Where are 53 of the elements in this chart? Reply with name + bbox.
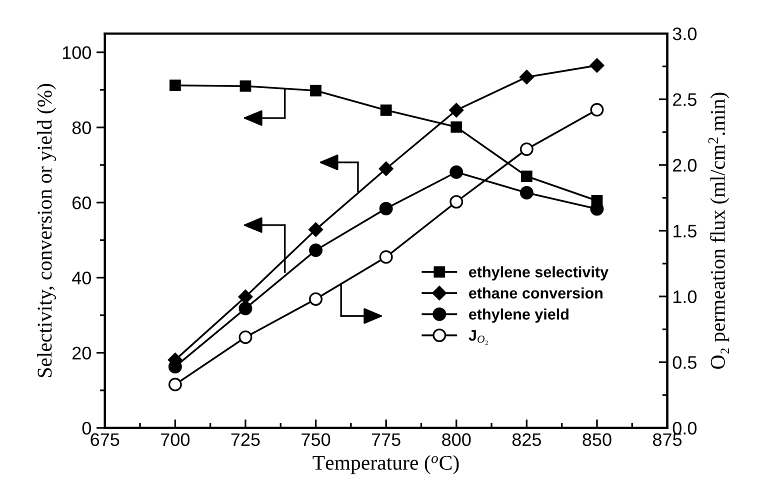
y2-tick-label: 1.5 — [674, 224, 696, 238]
legend-label: ethane conversion — [469, 287, 602, 299]
point — [309, 244, 323, 257]
point — [378, 162, 394, 176]
x-tick-label: 775 — [372, 433, 400, 446]
point — [238, 290, 253, 304]
legend-label: J$_{O₂}$ — [468, 330, 488, 345]
y-tick-label: 80 — [72, 121, 91, 134]
x-tick-label: 675 — [90, 433, 120, 446]
y2-tick-label: 3.0 — [672, 27, 697, 40]
y-axis-title: Selectivity, conversion or yield (%) — [37, 84, 56, 378]
y-tick-label: 60 — [72, 196, 91, 210]
y-tick-label: 100 — [62, 46, 91, 60]
y2-tick-label: 2.0 — [673, 158, 697, 172]
legend-label: ethylene yield — [469, 308, 568, 323]
point — [379, 250, 393, 264]
point — [238, 302, 252, 316]
point — [450, 195, 464, 209]
point — [450, 121, 462, 133]
point — [520, 170, 532, 182]
point — [308, 222, 323, 237]
y2-axis-title: O₂ permeation flux (ml/cm$^{2}$.min) — [708, 92, 730, 369]
x-tick-label: 725 — [231, 433, 260, 446]
y2-tick-label: 2.5 — [673, 93, 696, 106]
x-tick-label: 750 — [302, 433, 330, 446]
x-tick-label: 700 — [161, 433, 190, 446]
point — [379, 202, 393, 216]
point — [449, 102, 464, 118]
point — [590, 58, 604, 73]
point — [590, 103, 604, 117]
point — [309, 292, 323, 306]
y-tick-label: 20 — [72, 346, 91, 360]
point — [168, 378, 182, 392]
y-tick-label: 0 — [82, 422, 91, 435]
x-tick-label: 850 — [582, 433, 612, 446]
point — [380, 104, 392, 116]
x-tick-label: 800 — [442, 433, 471, 446]
point — [310, 84, 322, 96]
x-tick-label: 875 — [653, 433, 682, 446]
point — [238, 330, 252, 344]
point — [520, 186, 534, 200]
y2-tick-label: 1.0 — [674, 290, 697, 304]
x-tick-label: 825 — [512, 433, 541, 446]
legend-label: ethylene selectivity — [469, 266, 608, 280]
point — [519, 70, 534, 84]
x-axis-title: Temperature ($^{o}$C) — [312, 455, 459, 474]
point — [520, 142, 534, 156]
y2-tick-label: 0.0 — [672, 422, 697, 435]
point — [450, 165, 464, 179]
point — [169, 80, 181, 92]
y-tick-label: 40 — [72, 272, 91, 284]
y2-tick-label: 0.5 — [672, 356, 696, 369]
point — [240, 80, 252, 92]
